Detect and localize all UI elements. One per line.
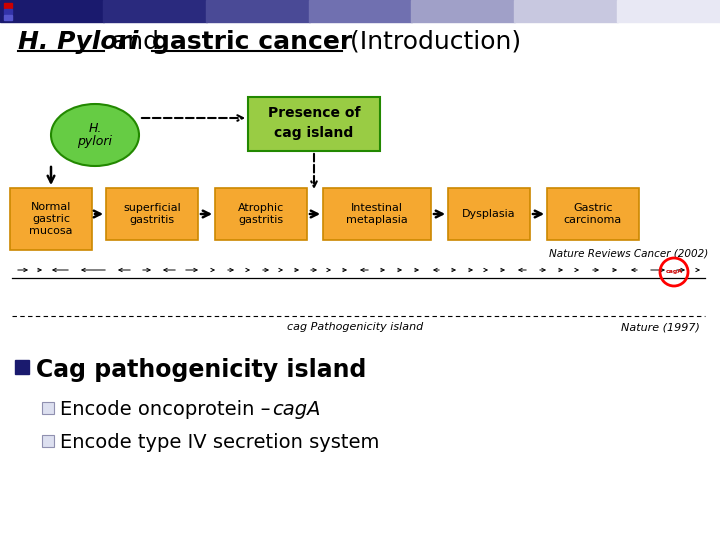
Bar <box>514 0 618 22</box>
Bar <box>106 188 198 240</box>
Bar <box>0 0 104 22</box>
Text: Presence of: Presence of <box>268 106 360 120</box>
Bar <box>323 188 431 240</box>
Text: cag Pathogenicity island: cag Pathogenicity island <box>287 322 423 332</box>
Text: Cag pathogenicity island: Cag pathogenicity island <box>36 358 366 382</box>
Text: cagA: cagA <box>665 269 683 274</box>
Text: H. Pylori: H. Pylori <box>18 30 138 54</box>
Text: Atrophic
gastritis: Atrophic gastritis <box>238 203 284 225</box>
Text: H.: H. <box>89 122 102 134</box>
Bar <box>4 9 12 14</box>
Text: Nature (1997): Nature (1997) <box>621 322 700 332</box>
Bar <box>411 0 516 22</box>
Bar <box>617 0 720 22</box>
Bar <box>15 360 29 374</box>
Bar <box>10 188 92 250</box>
Ellipse shape <box>51 104 139 166</box>
Text: cag island: cag island <box>274 126 354 140</box>
Text: Nature Reviews Cancer (2002): Nature Reviews Cancer (2002) <box>549 248 708 258</box>
Text: (Introduction): (Introduction) <box>342 30 521 54</box>
Text: superficial
gastritis: superficial gastritis <box>123 203 181 225</box>
Bar <box>206 0 310 22</box>
Bar <box>309 0 413 22</box>
Text: Dysplasia: Dysplasia <box>462 209 516 219</box>
Bar <box>448 188 530 240</box>
Bar <box>547 188 639 240</box>
Text: Encode type IV secretion system: Encode type IV secretion system <box>60 433 379 452</box>
Text: cagA: cagA <box>272 400 320 419</box>
Bar <box>4 15 12 20</box>
Text: pylori: pylori <box>78 136 112 148</box>
Text: gastric cancer: gastric cancer <box>152 30 352 54</box>
Bar <box>42 402 54 414</box>
Text: and: and <box>104 30 167 54</box>
Bar <box>42 435 54 447</box>
Bar <box>4 3 12 8</box>
Text: Intestinal
metaplasia: Intestinal metaplasia <box>346 203 408 225</box>
Bar <box>248 97 380 151</box>
Text: Normal
gastric
mucosa: Normal gastric mucosa <box>30 201 73 237</box>
Bar <box>215 188 307 240</box>
Bar <box>103 0 207 22</box>
Text: Gastric
carcinoma: Gastric carcinoma <box>564 203 622 225</box>
Text: Encode oncoprotein –: Encode oncoprotein – <box>60 400 276 419</box>
